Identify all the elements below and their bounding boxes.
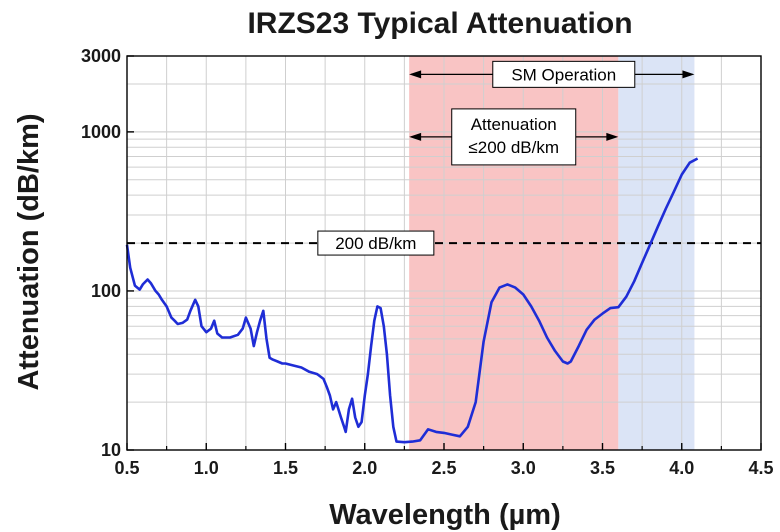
chart-title: IRZS23 Typical Attenuation xyxy=(247,7,632,40)
x-axis-ticks: 0.5 1.0 1.5 2.0 2.5 3.0 3.5 4.0 4.5 xyxy=(114,443,774,478)
reference-label-box xyxy=(317,230,435,256)
attenuation-range-label-line: Attenuation xyxy=(471,115,557,134)
sm-operation-label: SM Operation xyxy=(511,65,616,84)
sm-operation-box xyxy=(492,60,636,88)
x-tick-label: 2.5 xyxy=(431,458,456,478)
sm-band xyxy=(618,56,695,450)
x-tick-label: 1.5 xyxy=(273,458,298,478)
y-tick-label: 100 xyxy=(91,281,121,301)
x-tick-label: 1.0 xyxy=(194,458,219,478)
y-tick-label: 1000 xyxy=(81,122,121,142)
y-tick-label: 10 xyxy=(101,440,121,460)
annotation-layer: SM Operation Attenuation ≤200 dB/km xyxy=(409,60,695,166)
y-axis-label: Attenuation (dB/km) xyxy=(13,113,45,390)
reference-label: 200 dB/km xyxy=(335,234,416,253)
x-tick-label: 3.5 xyxy=(590,458,615,478)
y-axis-ticks: 10 100 1000 3000 xyxy=(81,46,134,460)
y-tick-label: 3000 xyxy=(81,46,121,66)
x-tick-label: 4.0 xyxy=(669,458,694,478)
x-tick-label: 3.0 xyxy=(511,458,536,478)
attenuation-series-line xyxy=(125,157,699,444)
x-tick-label: 0.5 xyxy=(114,458,139,478)
x-axis-label: Wavelength (µm) xyxy=(329,499,561,531)
reference-line-group: 200 dB/km xyxy=(127,230,761,256)
attenuation-range-box xyxy=(451,108,577,166)
attenuation-range-label-line: ≤200 dB/km xyxy=(468,138,559,157)
x-tick-label: 4.5 xyxy=(748,458,773,478)
x-tick-label: 2.0 xyxy=(352,458,377,478)
series-layer xyxy=(125,157,699,444)
